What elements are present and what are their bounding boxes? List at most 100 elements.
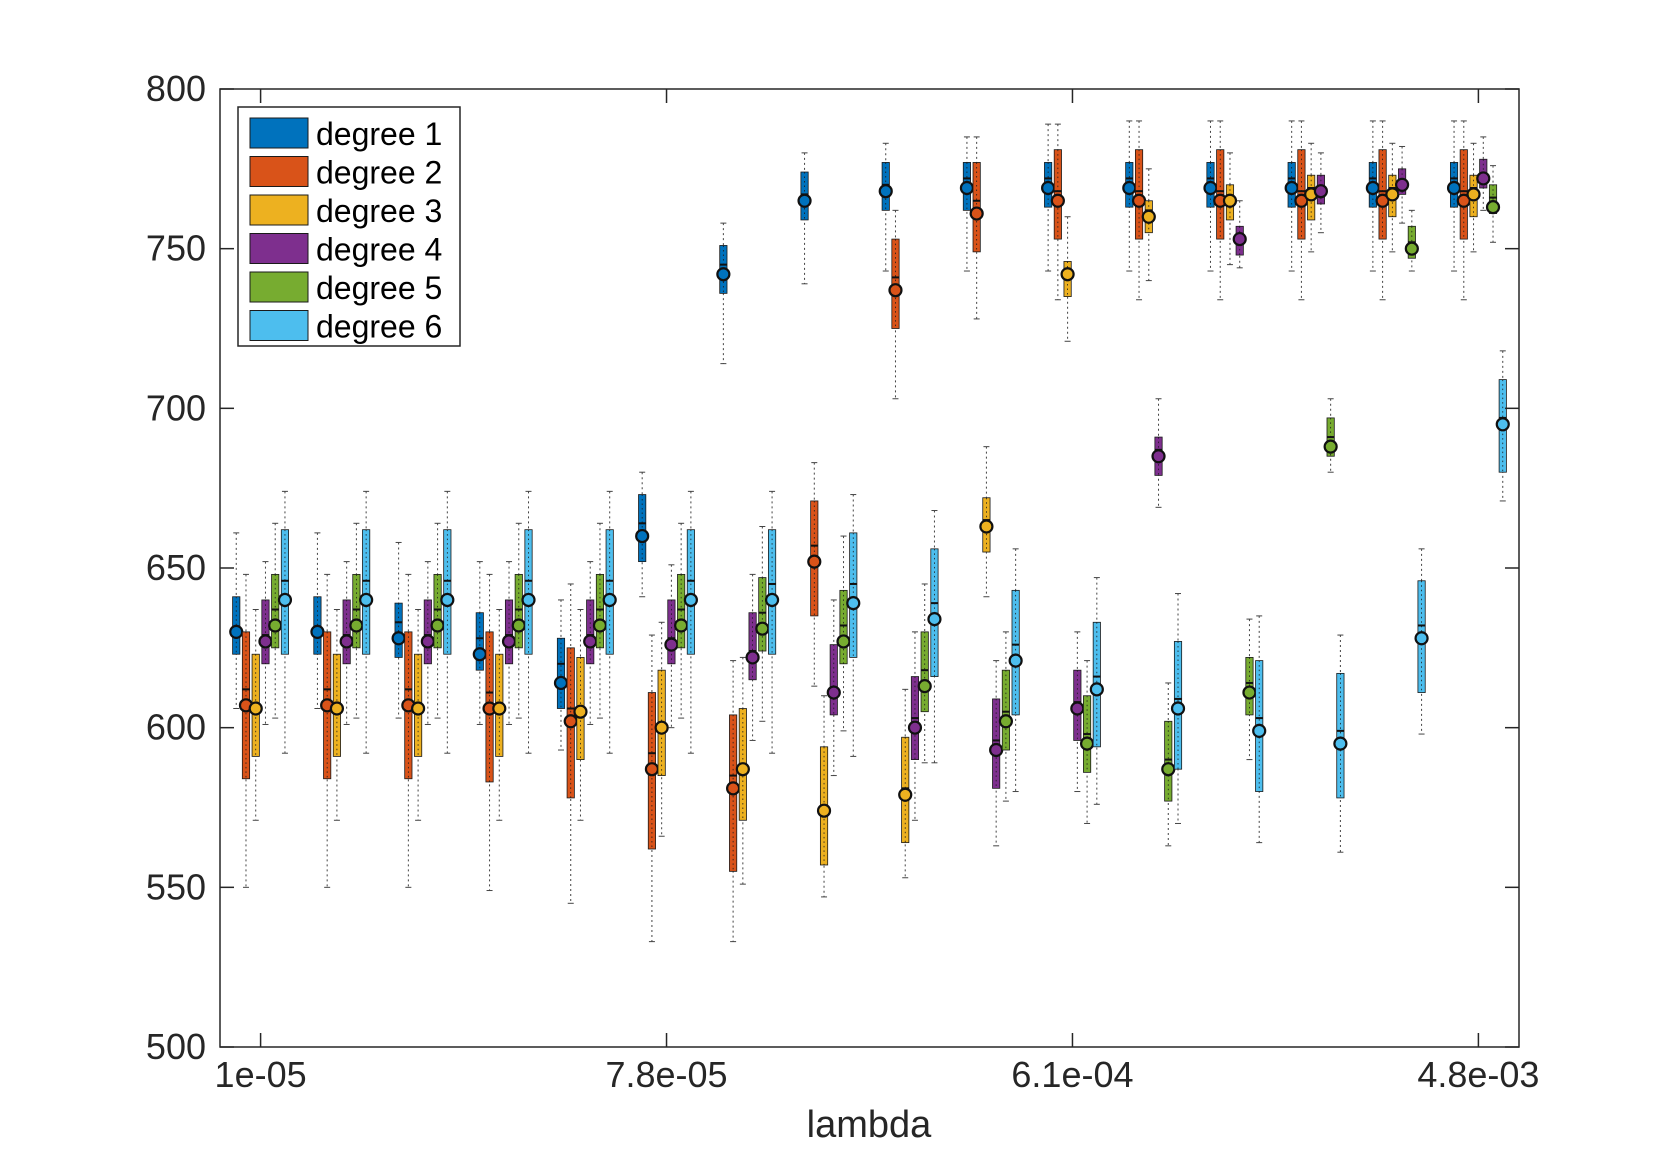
mean-marker (1170, 701, 1186, 716)
mean-marker (1041, 180, 1056, 196)
mean-marker (683, 592, 698, 608)
legend-label: degree 2 (316, 155, 442, 191)
mean-marker (501, 634, 517, 649)
series-1-boxes (229, 120, 1462, 751)
mean-marker (1008, 653, 1023, 668)
mean-marker (583, 634, 598, 649)
mean-marker (573, 704, 588, 719)
mean-marker (1151, 449, 1166, 464)
x-axis-label: lambda (807, 1104, 932, 1146)
mean-marker (1050, 193, 1065, 208)
mean-marker (1385, 187, 1400, 202)
legend-swatch (249, 271, 309, 303)
legend-swatch (249, 310, 309, 341)
legend-swatch (249, 233, 309, 264)
mean-marker (521, 592, 536, 608)
legend-label: degree 6 (316, 309, 442, 345)
mean-marker (1203, 180, 1218, 196)
mean-marker (907, 720, 923, 735)
mean-marker (755, 621, 770, 636)
mean-marker (1070, 701, 1085, 716)
mean-marker (430, 618, 445, 633)
mean-marker (602, 592, 617, 608)
mean-marker (846, 596, 861, 611)
mean-marker (1141, 209, 1156, 224)
series-4-boxes (258, 136, 1491, 847)
mean-marker (998, 714, 1013, 729)
mean-marker (277, 592, 293, 608)
mean-marker (1466, 187, 1481, 202)
mean-marker (248, 701, 263, 716)
mean-marker (878, 184, 893, 199)
mean-marker (764, 592, 780, 608)
mean-marker (258, 634, 273, 649)
series-3-boxes (248, 142, 1481, 898)
box-layer (229, 120, 1510, 943)
mean-marker (268, 618, 283, 633)
mean-marker (1323, 439, 1338, 454)
mean-marker (1333, 736, 1348, 751)
mean-marker (492, 701, 507, 716)
mean-marker (1161, 762, 1176, 777)
series-2-boxes (238, 120, 1471, 943)
mean-marker (726, 781, 741, 796)
mean-marker (745, 650, 760, 665)
mean-marker (1131, 193, 1147, 208)
mean-marker (1414, 631, 1429, 646)
legend-label: degree 3 (316, 193, 442, 229)
mean-marker (989, 742, 1004, 758)
mean-marker (816, 803, 832, 818)
mean-marker (391, 631, 406, 646)
mean-marker (1495, 417, 1510, 432)
mean-marker (410, 701, 426, 716)
mean-marker (229, 624, 244, 639)
mean-marker (1242, 685, 1257, 700)
legend-swatch (249, 117, 309, 149)
mean-marker (716, 267, 731, 282)
y-tick-label: 600 (146, 707, 206, 748)
x-tick-label: 1e-05 (215, 1054, 307, 1095)
mean-marker (959, 180, 975, 196)
mean-marker (1232, 231, 1247, 247)
mean-marker (563, 714, 578, 729)
mean-marker (472, 647, 487, 662)
mean-marker (969, 206, 984, 221)
mean-marker (1122, 180, 1137, 196)
mean-marker (1446, 180, 1462, 196)
series-5-boxes (268, 165, 1501, 847)
mean-marker (1252, 723, 1267, 738)
mean-marker (1284, 180, 1299, 196)
y-tick-label: 500 (146, 1026, 206, 1067)
mean-marker (1313, 184, 1329, 199)
legend-label: degree 5 (316, 270, 442, 306)
legend-label: degree 1 (316, 116, 442, 152)
mean-marker (1404, 241, 1419, 256)
mean-marker (735, 762, 750, 777)
mean-marker (329, 701, 345, 716)
x-tick-label: 7.8e-05 (605, 1054, 727, 1095)
mean-marker (310, 624, 325, 639)
mean-marker (807, 554, 822, 569)
y-tick-label: 650 (146, 547, 206, 588)
y-tick-label: 750 (146, 228, 206, 269)
mean-marker (797, 193, 812, 208)
mean-marker (553, 675, 569, 691)
mean-marker (1476, 171, 1491, 186)
mean-marker (654, 720, 669, 735)
y-tick-label: 550 (146, 866, 206, 907)
mean-marker (440, 592, 455, 608)
mean-marker (836, 634, 851, 649)
mean-marker (1485, 200, 1501, 215)
mean-marker (1222, 193, 1238, 208)
y-tick-label: 800 (146, 68, 206, 109)
mean-marker (1060, 267, 1075, 282)
mean-marker (644, 762, 660, 777)
legend-swatch (249, 156, 309, 187)
mean-marker (339, 634, 354, 649)
tick-layer: 500 550 600 650 700 750 800 1e-05 7.8e-05 6.1e-04… (146, 68, 1540, 1095)
mean-marker (888, 283, 903, 298)
mean-marker (927, 611, 942, 627)
box (475, 612, 484, 671)
